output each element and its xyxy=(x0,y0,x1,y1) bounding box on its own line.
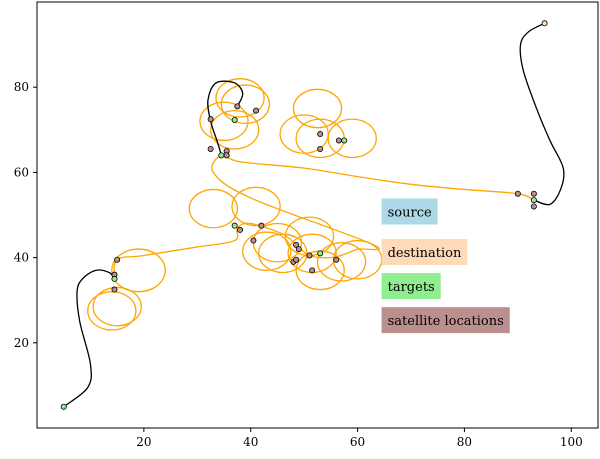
paths xyxy=(63,22,565,408)
points xyxy=(60,20,548,410)
transit-path-1 xyxy=(207,80,244,156)
orbit-loop-5 xyxy=(199,101,249,142)
satellite-point-10 xyxy=(250,237,257,244)
orbit-loop-15 xyxy=(316,242,367,282)
legend-item-source: source xyxy=(381,198,438,225)
y-tick-label-60: 60 xyxy=(14,165,29,179)
plot-frame xyxy=(36,1,599,429)
orbit-loops xyxy=(87,78,383,331)
orbit-loop-18 xyxy=(292,88,343,129)
axes xyxy=(36,1,599,429)
satellite-point-16 xyxy=(306,252,313,259)
satellite-point-18 xyxy=(333,256,340,263)
satellite-point-2 xyxy=(111,286,118,293)
y-tick-label-20: 20 xyxy=(14,336,29,350)
satellite-point-6 xyxy=(207,145,214,152)
ticks: 20 40 60 80 100 20 40 60 80 xyxy=(14,80,583,449)
target-point-3 xyxy=(218,152,225,159)
transit-path-2 xyxy=(519,22,565,206)
orbit-loop-9 xyxy=(242,231,292,272)
legend-swatch xyxy=(381,238,468,265)
orbit-loop-7 xyxy=(188,188,239,229)
legend-item-destination: destination xyxy=(381,238,468,265)
satellite-point-17 xyxy=(309,267,316,274)
orbit-loop-8 xyxy=(231,186,281,227)
target-point-1 xyxy=(111,275,118,282)
target-point-4 xyxy=(231,222,238,229)
satellite-point-24 xyxy=(530,203,537,210)
legend-item-targets: targets xyxy=(381,273,441,300)
legend-label: destination xyxy=(388,246,462,261)
transit-path-0 xyxy=(63,269,116,408)
satellite-point-22 xyxy=(514,190,521,197)
orbit-loop-1 xyxy=(87,291,137,331)
satellite-point-5 xyxy=(207,116,214,123)
satellite-point-3 xyxy=(234,103,241,110)
x-tick-label-20: 20 xyxy=(136,435,151,449)
satellite-point-13 xyxy=(295,246,302,253)
satellite-point-9 xyxy=(237,226,244,233)
y-tick-label-40: 40 xyxy=(14,251,29,265)
x-tick-label-40: 40 xyxy=(243,435,258,449)
legend-swatch xyxy=(381,198,438,225)
target-point-7 xyxy=(530,197,537,204)
satellite-point-20 xyxy=(317,145,324,152)
satellite-point-12 xyxy=(293,241,300,248)
target-point-0 xyxy=(60,403,67,410)
legend-label: targets xyxy=(388,280,435,295)
x-tick-label-80: 80 xyxy=(457,435,472,449)
y-tick-label-80: 80 xyxy=(14,80,29,94)
legend-swatch xyxy=(381,307,510,334)
legend: source destination targets satellite locati… xyxy=(381,198,510,334)
orbit-loop-2 xyxy=(92,286,142,327)
satellite-point-23 xyxy=(530,190,537,197)
satellite-point-11 xyxy=(258,222,265,229)
x-tick-label-60: 60 xyxy=(350,435,365,449)
satellite-point-19 xyxy=(317,131,324,138)
destination-point xyxy=(541,20,548,27)
orbit-loop-4 xyxy=(220,84,271,125)
orbit-loop-6 xyxy=(209,109,260,150)
legend-label: satellite locations xyxy=(388,314,504,329)
satellite-point-21 xyxy=(335,137,342,144)
legend-item-satellite-locations: satellite locations xyxy=(381,307,510,334)
satellite-point-1 xyxy=(114,256,121,263)
orbit-loop-20 xyxy=(327,118,377,159)
orbit-loop-3 xyxy=(215,78,265,118)
satellite-point-15 xyxy=(293,256,300,263)
x-tick-label-100: 100 xyxy=(560,435,583,449)
satellite-point-8 xyxy=(223,152,230,159)
orbit-loop-0 xyxy=(111,248,166,293)
legend-label: source xyxy=(388,206,432,221)
tour-path xyxy=(113,154,535,279)
target-point-5 xyxy=(317,250,324,257)
target-point-2 xyxy=(231,117,238,124)
satellite-point-4 xyxy=(253,107,260,114)
orbit-loop-13 xyxy=(287,233,337,274)
legend-swatch xyxy=(381,273,441,300)
target-point-6 xyxy=(341,137,348,144)
